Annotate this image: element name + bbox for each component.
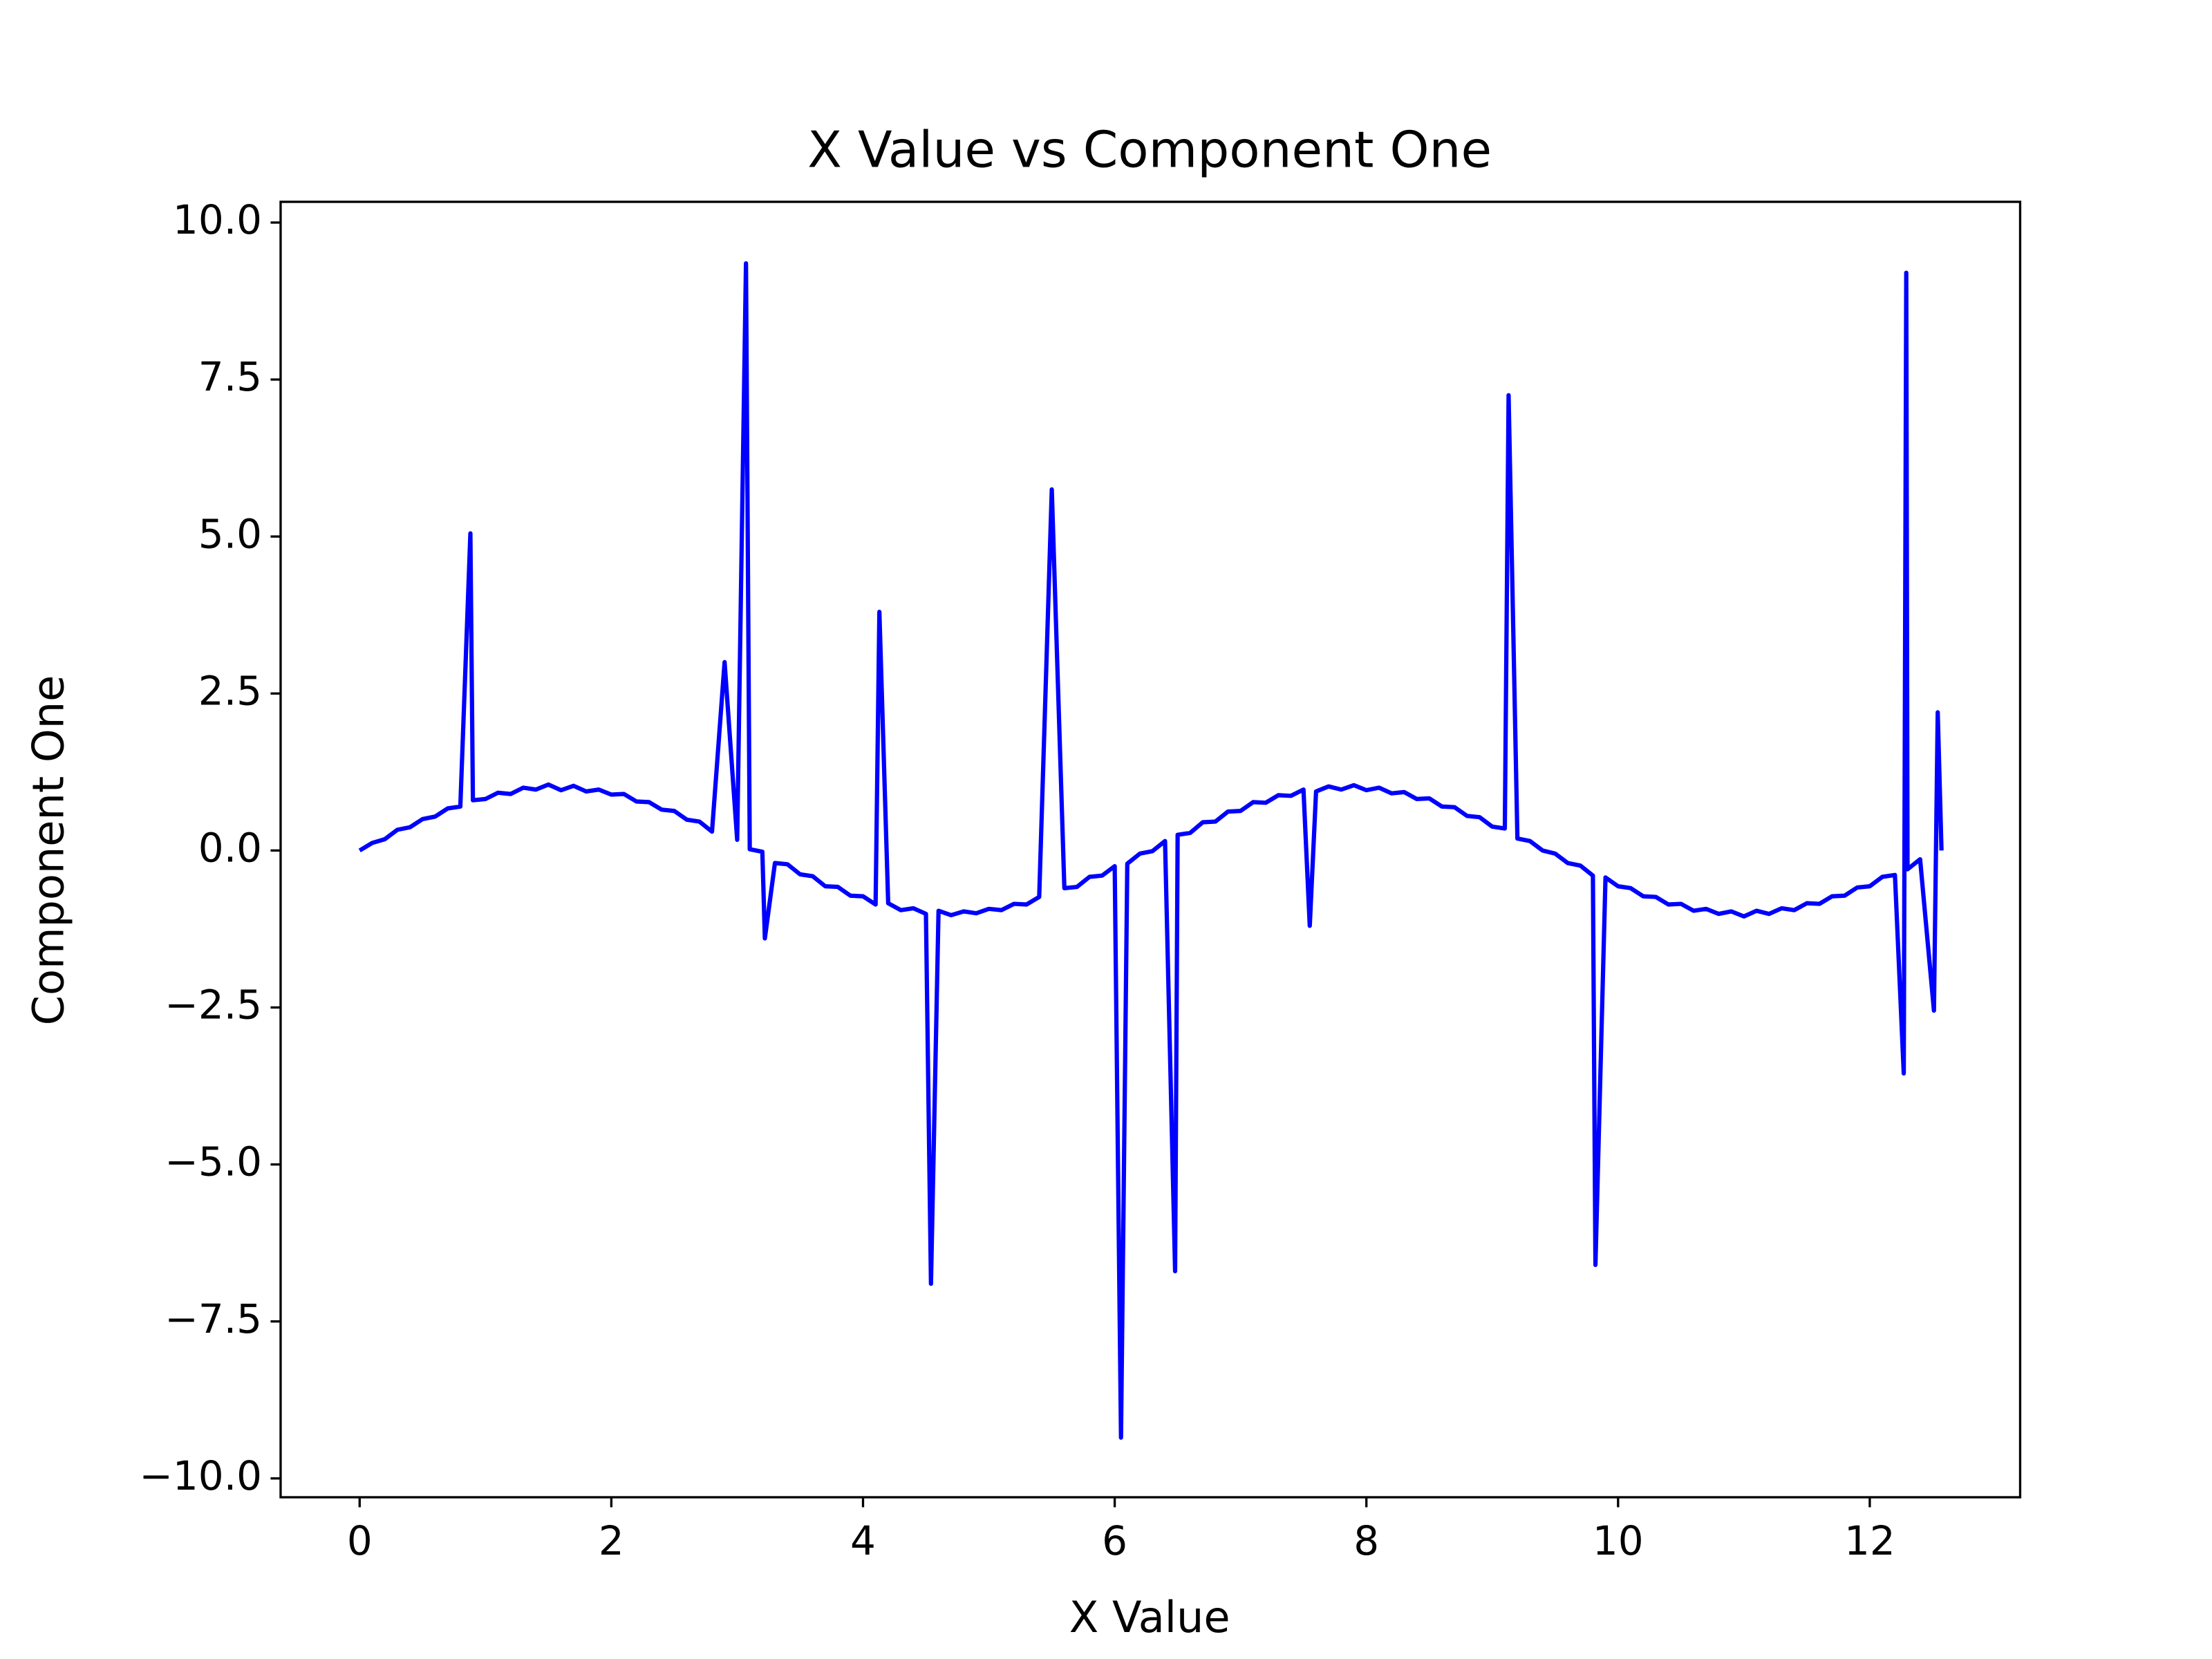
chart-title: X Value vs Component One [807,122,1492,180]
y-tick-label: 7.5 [198,353,262,400]
x-tick-label: 8 [1353,1517,1379,1564]
y-tick-label: −10.0 [139,1452,262,1499]
y-tick-label: 5.0 [198,510,262,557]
y-tick-label: 0.0 [198,824,262,871]
x-tick-label: 0 [347,1517,373,1564]
y-tick-label: 2.5 [198,667,262,714]
x-tick-label: 2 [599,1517,624,1564]
y-tick-label: −5.0 [165,1138,262,1185]
x-tick-label: 10 [1593,1517,1644,1564]
x-axis-label: X Value [1069,1592,1230,1642]
y-axis-label: Component One [24,675,74,1026]
data-line [358,261,1944,1440]
y-tick-label: −2.5 [165,982,262,1029]
x-tick-label: 12 [1844,1517,1895,1564]
y-tick-label: −7.5 [165,1295,262,1342]
x-tick-label: 6 [1102,1517,1127,1564]
x-tick-label: 4 [850,1517,876,1564]
y-tick-label: 10.0 [173,196,262,243]
